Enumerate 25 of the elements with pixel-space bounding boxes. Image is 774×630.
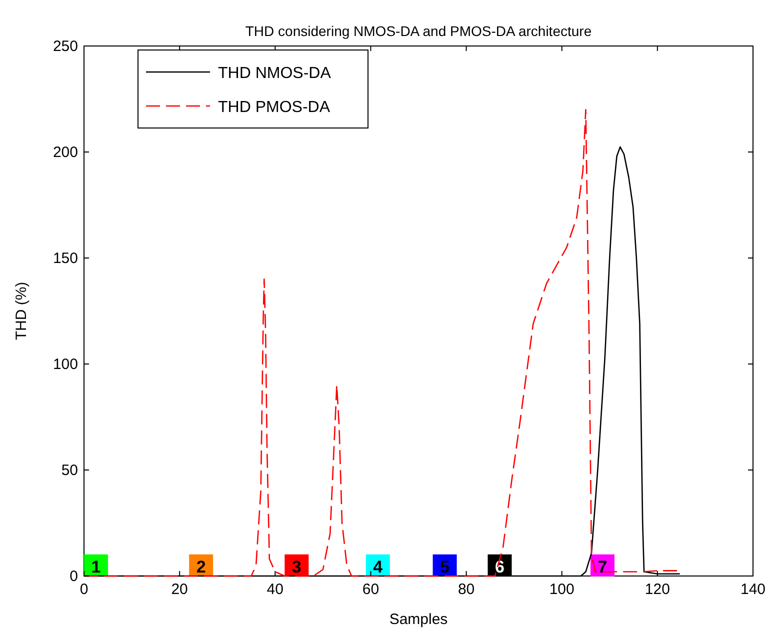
annotation: 2 — [196, 557, 206, 576]
y-tick-label: 100 — [52, 356, 78, 373]
annotation: 5 — [440, 557, 450, 576]
y-axis-title: THD (%) — [13, 282, 30, 340]
annotation: 3 — [292, 557, 302, 576]
x-tick-label: 140 — [740, 581, 766, 598]
y-tick-label: 50 — [61, 462, 78, 479]
annotation: 4 — [373, 557, 384, 576]
y-tick-label: 150 — [52, 250, 78, 267]
x-tick-label: 120 — [644, 581, 670, 598]
annotation: 7 — [598, 557, 608, 576]
y-tick-label: 200 — [52, 144, 78, 161]
y-tick-label: 0 — [70, 568, 78, 585]
chart-title: THD considering NMOS-DA and PMOS-DA architecture — [245, 23, 592, 39]
legend-label: THD PMOS-DA — [218, 99, 330, 116]
x-tick-label: 100 — [549, 581, 574, 598]
x-axis-title: Samples — [389, 611, 448, 628]
x-tick-label: 80 — [458, 581, 475, 598]
x-tick-label: 20 — [171, 581, 188, 598]
legend-label: THD NMOS-DA — [218, 65, 332, 82]
y-tick-label: 250 — [52, 38, 78, 55]
x-tick-label: 0 — [80, 581, 88, 598]
x-tick-label: 60 — [362, 581, 380, 598]
annotation: 1 — [91, 557, 101, 576]
x-tick-label: 40 — [266, 581, 284, 598]
